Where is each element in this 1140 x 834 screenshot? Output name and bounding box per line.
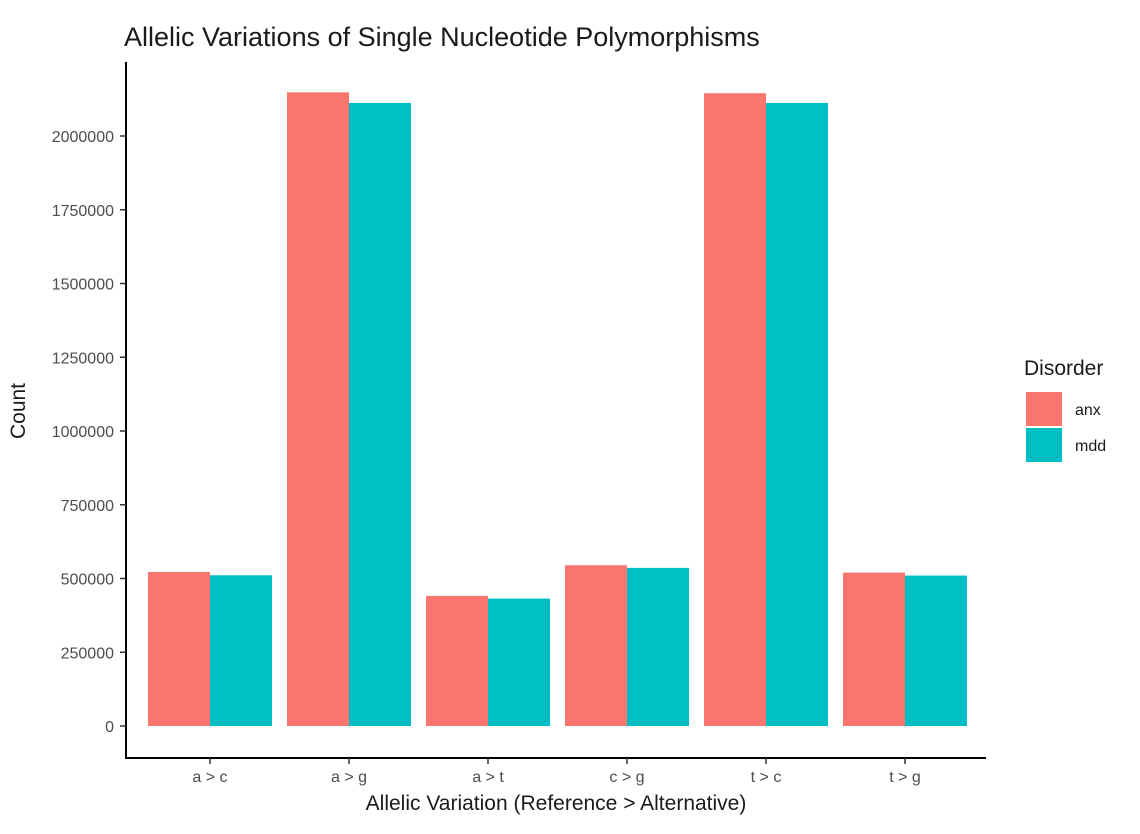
x-tick-label: c > g bbox=[609, 769, 644, 786]
legend-key-anx bbox=[1026, 392, 1062, 426]
bar-anx-5 bbox=[843, 572, 905, 726]
y-tick-label: 1250000 bbox=[52, 350, 114, 367]
bar-mdd-3 bbox=[627, 567, 689, 726]
y-tick-label: 0 bbox=[105, 719, 114, 736]
x-axis-title: Allelic Variation (Reference > Alternati… bbox=[366, 792, 747, 815]
y-tick-label: 1500000 bbox=[52, 277, 114, 294]
legend-label-anx: anx bbox=[1075, 402, 1101, 419]
legend-items: anx mdd bbox=[1026, 392, 1106, 462]
bar-anx-0 bbox=[148, 572, 210, 726]
y-tick-label: 500000 bbox=[61, 572, 114, 589]
y-tick-label: 2000000 bbox=[52, 129, 114, 146]
bar-anx-3 bbox=[565, 565, 627, 726]
x-tick-label: t > c bbox=[751, 769, 782, 786]
bar-mdd-5 bbox=[905, 575, 967, 726]
legend-title: Disorder bbox=[1024, 357, 1103, 380]
bar-mdd-0 bbox=[210, 575, 272, 726]
x-tick-label: a > g bbox=[331, 769, 367, 786]
y-tick-label: 1750000 bbox=[52, 203, 114, 220]
x-ticks-layer: a > c a > g a > t c > g t > c t > g bbox=[192, 758, 921, 786]
x-tick-label: t > g bbox=[889, 769, 921, 786]
y-tick-label: 750000 bbox=[61, 498, 114, 515]
axes-layer bbox=[125, 62, 986, 759]
bar-anx-2 bbox=[426, 595, 488, 726]
y-tick-label: 1000000 bbox=[52, 424, 114, 441]
bar-anx-4 bbox=[704, 93, 766, 727]
y-ticks-layer: 0 250000 500000 750000 1000000 1250000 1500000… bbox=[52, 129, 126, 736]
bar-mdd-2 bbox=[488, 598, 550, 726]
bars-layer bbox=[148, 92, 967, 727]
bar-anx-1 bbox=[287, 92, 349, 727]
y-axis-title: Count bbox=[7, 383, 30, 439]
legend-key-mdd bbox=[1026, 428, 1062, 462]
x-tick-label: a > t bbox=[472, 769, 504, 786]
bar-mdd-4 bbox=[766, 102, 828, 726]
legend-label-mdd: mdd bbox=[1075, 438, 1106, 455]
y-tick-label: 250000 bbox=[61, 645, 114, 662]
x-tick-label: a > c bbox=[192, 769, 227, 786]
bar-mdd-1 bbox=[349, 102, 411, 726]
chart-title: Allelic Variations of Single Nucleotide … bbox=[124, 22, 760, 52]
legend: Disorder anx mdd bbox=[1024, 357, 1106, 462]
